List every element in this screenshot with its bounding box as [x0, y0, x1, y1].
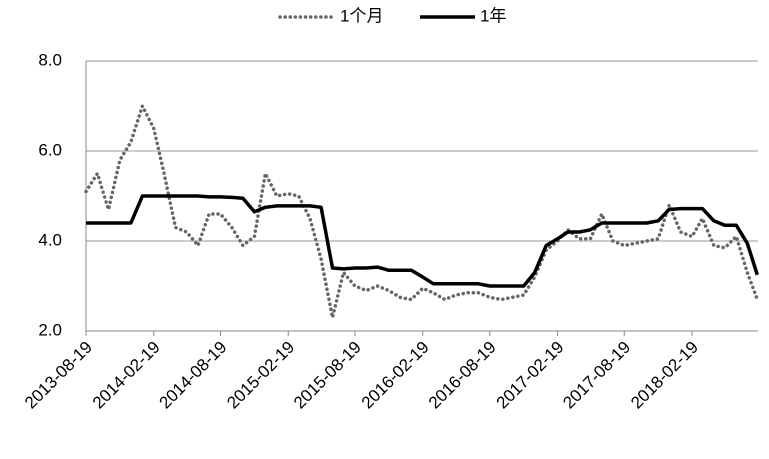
legend-label: 1年 [480, 6, 506, 25]
y-tick-label: 2.0 [38, 320, 62, 339]
x-tick-label: 2018-02-19 [627, 338, 702, 413]
y-tick-label: 8.0 [38, 50, 62, 69]
x-tick-label: 2015-02-19 [223, 338, 298, 413]
x-tick-label: 2013-08-19 [21, 338, 96, 413]
x-tick-label: 2017-02-19 [493, 338, 568, 413]
x-tick-label: 2016-08-19 [425, 338, 500, 413]
x-tick-label: 2017-08-19 [559, 338, 634, 413]
x-tick-label: 2016-02-19 [358, 338, 433, 413]
y-tick-label: 4.0 [38, 230, 62, 249]
y-tick-label: 6.0 [38, 140, 62, 159]
legend-label: 1个月 [340, 6, 383, 25]
x-tick-label: 2014-02-19 [89, 338, 164, 413]
series-line [86, 194, 759, 288]
series-line [84, 104, 760, 320]
x-tick-label: 2014-08-19 [156, 338, 231, 413]
x-tick-label: 2015-08-19 [290, 338, 365, 413]
